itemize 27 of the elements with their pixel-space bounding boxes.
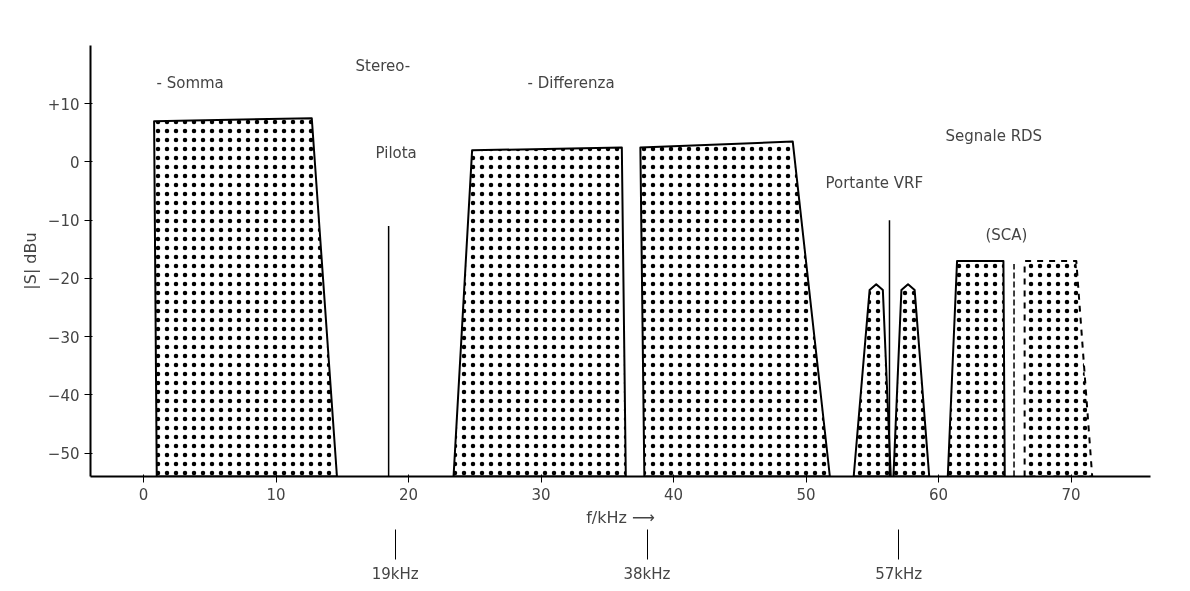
- x-tick-label: 40: [663, 485, 684, 504]
- x2-tick-label: 38kHz: [623, 564, 671, 583]
- y-tick-label: 0: [69, 153, 80, 172]
- annotation: (SCA): [985, 225, 1028, 244]
- y-tick-label: −30: [47, 328, 80, 347]
- x2-tick-label: 19kHz: [371, 564, 419, 583]
- x-tick-label: 70: [1061, 485, 1081, 504]
- x-tick-label: 20: [398, 485, 419, 504]
- y-tick-label: −20: [47, 270, 80, 289]
- y-axis-title: |S| dBu: [20, 232, 40, 290]
- x-axis-title: f/kHz ⟶: [586, 507, 655, 527]
- y-tick-label: +10: [47, 95, 80, 114]
- x-tick-label: 60: [928, 485, 949, 504]
- x-tick-label: 0: [138, 485, 149, 504]
- annotation: Portante VRF: [825, 173, 924, 192]
- annotation: Pilota: [375, 143, 417, 162]
- annotation: - Differenza: [527, 73, 615, 92]
- y-tick-label: −10: [47, 212, 80, 231]
- annotation: - Somma: [156, 73, 224, 92]
- x-tick-label: 30: [531, 485, 551, 504]
- annotation: Stereo-: [355, 56, 411, 75]
- annotation: Segnale RDS: [945, 126, 1043, 145]
- x2-tick-label: 57kHz: [875, 564, 923, 583]
- x-tick-label: 50: [796, 485, 816, 504]
- x-tick-label: 10: [266, 485, 286, 504]
- y-tick-label: −40: [47, 386, 80, 405]
- y-tick-label: −50: [47, 445, 80, 464]
